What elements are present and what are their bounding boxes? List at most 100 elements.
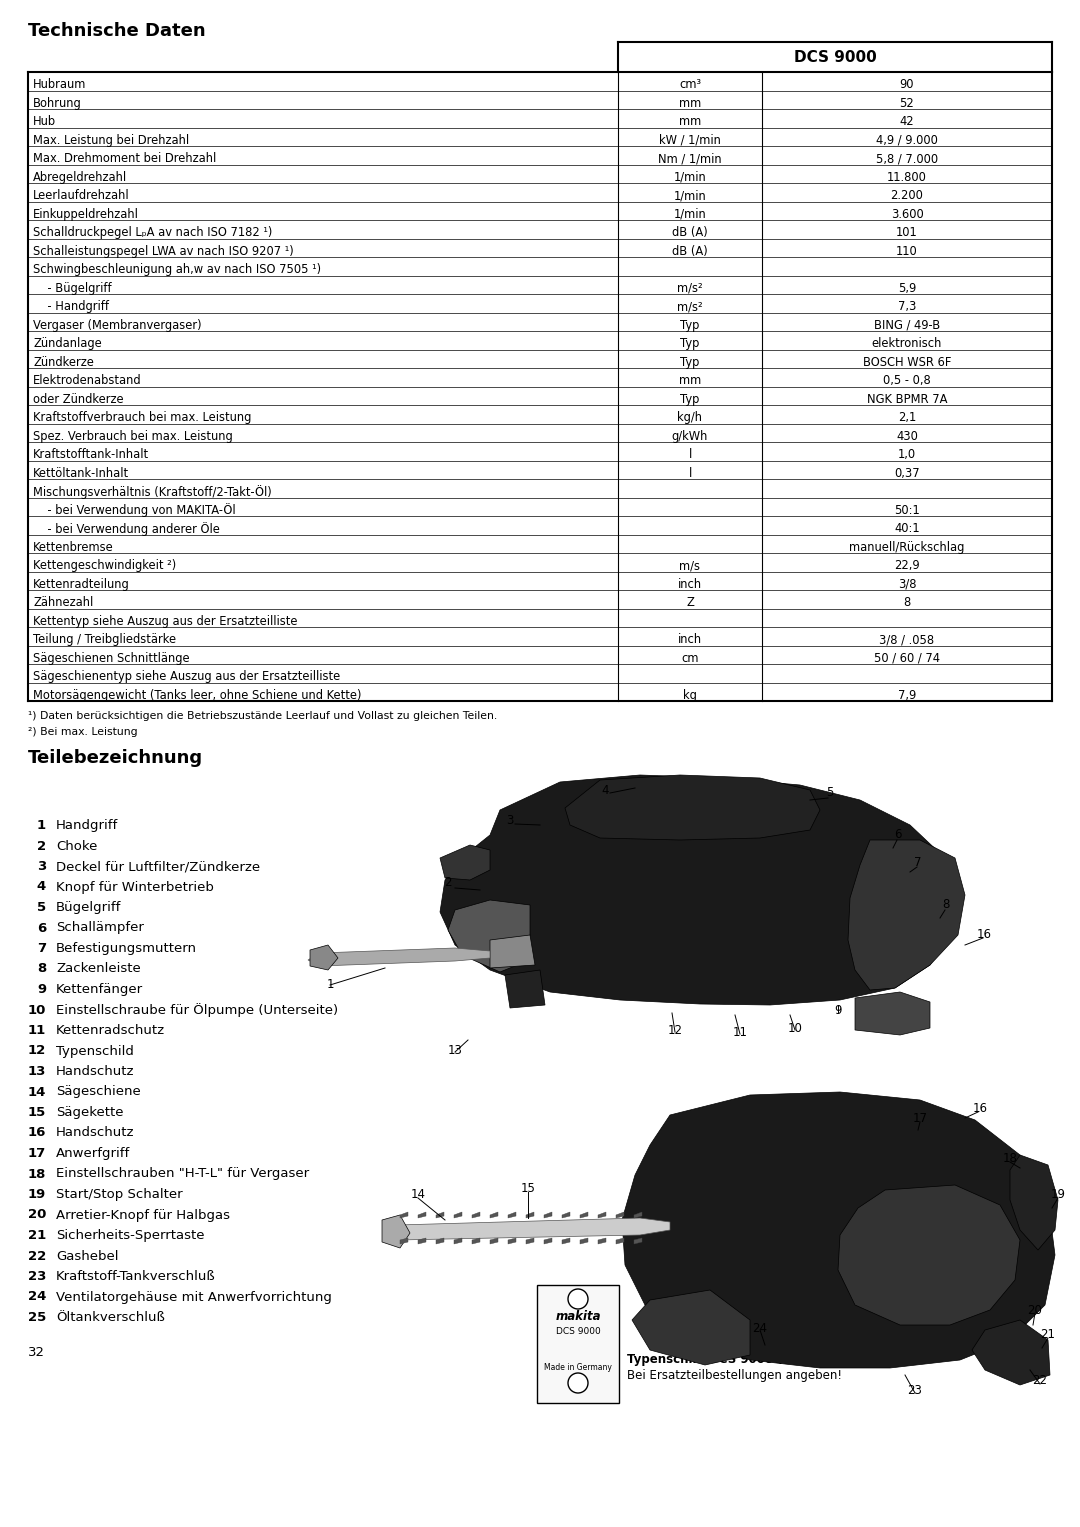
Text: Einkuppeldrehzahl: Einkuppeldrehzahl (33, 208, 139, 220)
Text: Leerlaufdrehzahl: Leerlaufdrehzahl (33, 189, 130, 202)
Polygon shape (562, 1238, 570, 1245)
Text: Technische Daten: Technische Daten (28, 21, 205, 40)
Text: kg: kg (683, 689, 697, 701)
Text: 12: 12 (667, 1023, 683, 1037)
Text: - Handgriff: - Handgriff (33, 301, 109, 313)
Text: Z: Z (686, 596, 694, 609)
Text: manuell/Rückschlag: manuell/Rückschlag (849, 541, 964, 554)
Polygon shape (400, 1212, 408, 1219)
Text: 3: 3 (37, 860, 46, 873)
Text: 22,9: 22,9 (894, 559, 920, 573)
Polygon shape (598, 1212, 606, 1219)
Text: 7: 7 (37, 942, 46, 954)
Text: Handgriff: Handgriff (56, 818, 118, 832)
Polygon shape (562, 1212, 570, 1219)
Text: 1/min: 1/min (674, 189, 706, 202)
Text: 20: 20 (1027, 1304, 1042, 1316)
Text: 18: 18 (1002, 1151, 1017, 1165)
Text: Kettöltank-Inhalt: Kettöltank-Inhalt (33, 467, 130, 479)
Text: 90: 90 (900, 78, 915, 92)
Text: Motorsägengewicht (Tanks leer, ohne Schiene und Kette): Motorsägengewicht (Tanks leer, ohne Schi… (33, 689, 362, 701)
Text: Typenschild DCS 9000 (12): Typenschild DCS 9000 (12) (627, 1353, 805, 1367)
Polygon shape (490, 1212, 498, 1219)
Text: Zackenleiste: Zackenleiste (56, 962, 140, 976)
Text: Sägeschienentyp siehe Auszug aus der Ersatzteilliste: Sägeschienentyp siehe Auszug aus der Ers… (33, 670, 340, 683)
Text: Knopf für Winterbetrieb: Knopf für Winterbetrieb (56, 881, 214, 893)
Text: 3/8 / .058: 3/8 / .058 (879, 634, 934, 646)
Polygon shape (526, 1238, 534, 1245)
Polygon shape (508, 1212, 516, 1219)
Polygon shape (634, 1238, 642, 1245)
Text: 6: 6 (37, 921, 46, 935)
Text: 15: 15 (521, 1182, 536, 1194)
Text: 18: 18 (28, 1168, 46, 1180)
Text: Schalleistungspegel LWA av nach ISO 9207 ¹): Schalleistungspegel LWA av nach ISO 9207… (33, 244, 294, 258)
Text: 1: 1 (37, 818, 46, 832)
Circle shape (568, 1289, 588, 1309)
Text: Typenschild: Typenschild (56, 1044, 134, 1058)
Text: Einstellschraube für Ölpumpe (Unterseite): Einstellschraube für Ölpumpe (Unterseite… (56, 1003, 338, 1017)
Text: kW / 1/min: kW / 1/min (659, 133, 721, 147)
Text: Kettenfänger: Kettenfänger (56, 983, 144, 996)
Text: Schwingbeschleunigung ah,w av nach ISO 7505 ¹): Schwingbeschleunigung ah,w av nach ISO 7… (33, 263, 321, 276)
Polygon shape (616, 1238, 624, 1245)
Polygon shape (418, 1212, 426, 1219)
Text: Spez. Verbrauch bei max. Leistung: Spez. Verbrauch bei max. Leistung (33, 429, 233, 443)
Text: 17: 17 (913, 1112, 928, 1124)
Text: 430: 430 (896, 429, 918, 443)
Text: 101: 101 (896, 226, 918, 240)
Text: 5,8 / 7.000: 5,8 / 7.000 (876, 153, 939, 165)
Text: Typ: Typ (680, 319, 700, 331)
Text: Max. Leistung bei Drehzahl: Max. Leistung bei Drehzahl (33, 133, 189, 147)
Text: Einstellschrauben "H-T-L" für Vergaser: Einstellschrauben "H-T-L" für Vergaser (56, 1168, 309, 1180)
Polygon shape (472, 1238, 480, 1245)
Polygon shape (838, 1185, 1020, 1325)
Text: Arretier-Knopf für Halbgas: Arretier-Knopf für Halbgas (56, 1208, 230, 1222)
Text: Sicherheits-Sperrtaste: Sicherheits-Sperrtaste (56, 1229, 204, 1241)
Polygon shape (598, 1238, 606, 1245)
Text: 52: 52 (900, 96, 915, 110)
Text: oder Zündkerze: oder Zündkerze (33, 392, 123, 406)
Text: 21: 21 (28, 1229, 46, 1241)
Text: Teilebezeichnung: Teilebezeichnung (28, 750, 203, 767)
Text: Schalldruckpegel LₚA av nach ISO 7182 ¹): Schalldruckpegel LₚA av nach ISO 7182 ¹) (33, 226, 272, 240)
Text: 25: 25 (570, 1289, 585, 1301)
Text: Handschutz: Handschutz (56, 1064, 135, 1078)
Text: mm: mm (679, 374, 701, 386)
Text: m/s²: m/s² (677, 301, 703, 313)
Text: 3: 3 (507, 814, 514, 826)
Text: Zähnezahl: Zähnezahl (33, 596, 93, 609)
Text: 50 / 60 / 74: 50 / 60 / 74 (874, 652, 940, 664)
Text: Kettentyp siehe Auszug aus der Ersatzteilliste: Kettentyp siehe Auszug aus der Ersatztei… (33, 614, 297, 628)
Text: m/s²: m/s² (677, 281, 703, 295)
Text: Made in Germany: Made in Germany (544, 1362, 612, 1371)
Text: Hubraum: Hubraum (33, 78, 86, 92)
Text: Hub: Hub (33, 115, 56, 128)
Text: 1/min: 1/min (674, 208, 706, 220)
Text: Deckel für Luftfilter/Zündkerze: Deckel für Luftfilter/Zündkerze (56, 860, 260, 873)
Text: dB (A): dB (A) (672, 226, 707, 240)
Polygon shape (632, 1290, 750, 1365)
Text: Choke: Choke (56, 840, 97, 852)
Text: 19: 19 (1051, 1188, 1066, 1202)
Text: BOSCH WSR 6F: BOSCH WSR 6F (863, 356, 951, 368)
Text: 23: 23 (28, 1270, 46, 1283)
Text: 7,3: 7,3 (897, 301, 916, 313)
Text: Kettenradteilung: Kettenradteilung (33, 577, 130, 591)
Polygon shape (490, 1238, 498, 1245)
Polygon shape (972, 1319, 1050, 1385)
Text: Kettengeschwindigkeit ²): Kettengeschwindigkeit ²) (33, 559, 176, 573)
Text: NGK BPMR 7A: NGK BPMR 7A (867, 392, 947, 406)
Text: 16: 16 (28, 1127, 46, 1139)
Polygon shape (526, 1212, 534, 1219)
FancyBboxPatch shape (537, 1286, 619, 1403)
Polygon shape (418, 1238, 426, 1245)
Text: 16: 16 (972, 1101, 987, 1115)
Text: 110: 110 (896, 244, 918, 258)
Text: 2,1: 2,1 (897, 411, 916, 425)
Text: cm: cm (681, 652, 699, 664)
Text: 0,37: 0,37 (894, 467, 920, 479)
Text: 3/8: 3/8 (897, 577, 916, 591)
Text: Befestigungsmuttern: Befestigungsmuttern (56, 942, 197, 954)
Text: 10: 10 (28, 1003, 46, 1017)
